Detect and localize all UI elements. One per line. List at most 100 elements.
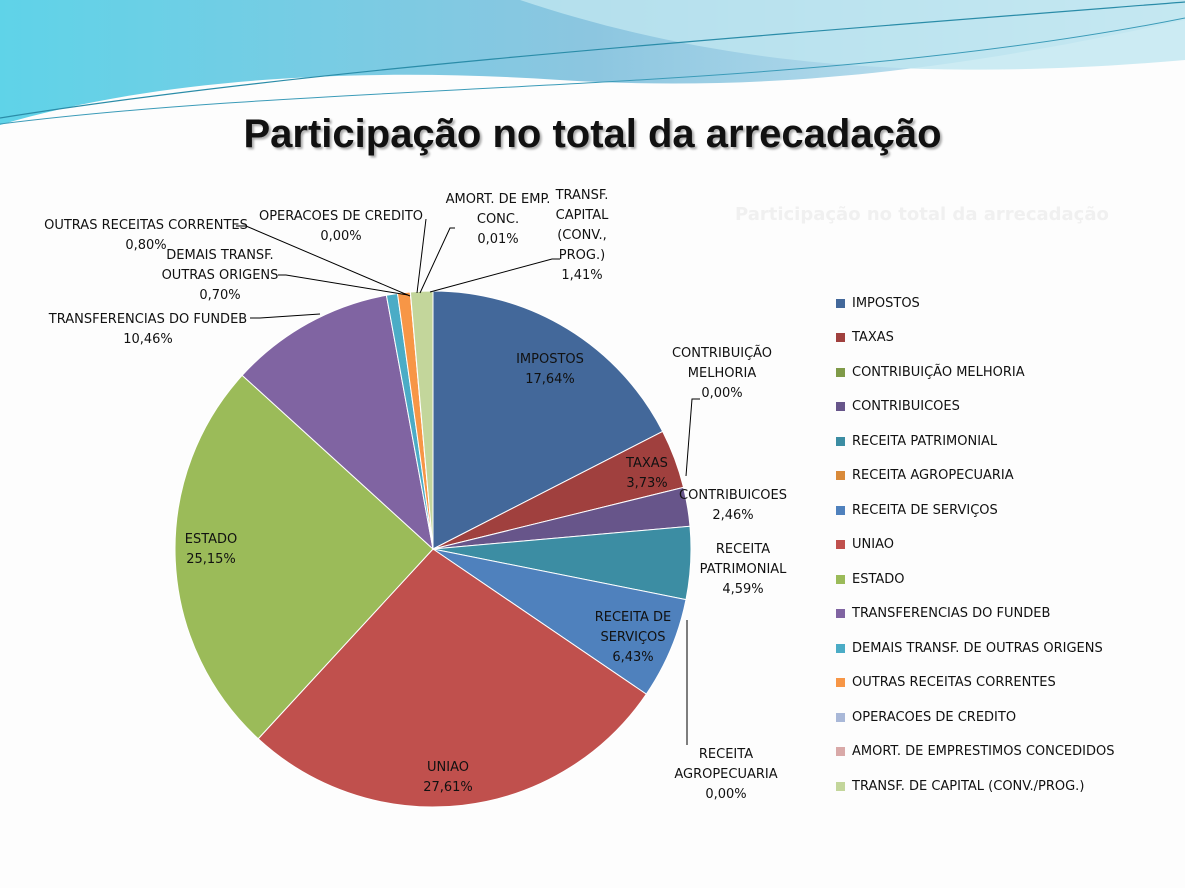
data-label-value: 0,00% [701, 386, 743, 401]
data-label-4: RECEITA PATRIMONIAL 4,59% [686, 540, 801, 600]
data-label-3: CONTRIBUICOES 2,46% [679, 486, 787, 526]
legend-swatch [836, 436, 845, 446]
legend-swatch [836, 367, 845, 377]
legend-item: CONTRIBUIÇÃO MELHORIA [836, 355, 1115, 390]
data-label-name: TAXAS [626, 456, 668, 471]
data-label-value: 0,80% [125, 238, 167, 253]
data-label-name: DEMAIS TRANSF. OUTRAS ORIGENS [161, 248, 279, 283]
legend-label: ESTADO [852, 571, 905, 587]
legend-swatch [836, 643, 845, 653]
data-label-name: OPERACOES DE CREDITO [258, 209, 424, 224]
data-label-name: TRANSF. CAPITAL (CONV., PROG.) [555, 188, 609, 263]
data-label-name: UNIAO [427, 760, 469, 775]
legend-swatch [836, 574, 845, 584]
data-label-value: 3,73% [626, 476, 668, 491]
data-label-value: 25,15% [186, 552, 236, 567]
legend-item: OPERACOES DE CREDITO [836, 700, 1115, 735]
data-label-name: OUTRAS RECEITAS CORRENTES [44, 218, 248, 233]
legend-label: RECEITA DE SERVIÇOS [852, 502, 998, 518]
data-label-name: CONTRIBUICOES [679, 488, 787, 503]
legend-label: CONTRIBUIÇÃO MELHORIA [852, 364, 1025, 380]
data-label-value: 0,00% [705, 787, 747, 802]
data-label-6: RECEITA DE SERVIÇOS 6,43% [576, 608, 691, 668]
data-label-value: 27,61% [423, 780, 473, 795]
legend-label: DEMAIS TRANSF. DE OUTRAS ORIGENS [852, 640, 1103, 656]
data-label-9: TRANSFERENCIAS DO FUNDEB 10,46% [49, 310, 247, 350]
legend-item: TAXAS [836, 321, 1115, 356]
legend-label: OPERACOES DE CREDITO [852, 709, 1017, 725]
legend-swatch [836, 781, 845, 791]
data-label-2: CONTRIBUIÇÃO MELHORIA 0,00% [665, 344, 780, 404]
data-label-value: 1,41% [561, 268, 603, 283]
legend-label: RECEITA PATRIMONIAL [852, 433, 998, 449]
data-label-5: RECEITA AGROPECUARIA 0,00% [669, 745, 784, 805]
legend-item: RECEITA DE SERVIÇOS [836, 493, 1115, 528]
data-label-12: OPERACOES DE CREDITO 0,00% [259, 207, 423, 247]
data-label-name: ESTADO [184, 532, 238, 547]
chart-legend: IMPOSTOS TAXAS CONTRIBUIÇÃO MELHORIA CONTRI… [836, 286, 1115, 804]
legend-swatch [836, 712, 845, 722]
legend-label: TRANSF. DE CAPITAL (CONV./PROG.) [852, 778, 1085, 794]
legend-item: RECEITA AGROPECUARIA [836, 459, 1115, 494]
data-label-value: 0,00% [320, 229, 362, 244]
legend-swatch [836, 505, 845, 515]
data-label-name: RECEITA AGROPECUARIA [674, 747, 778, 782]
slide-title: Participação no total da arrecadação [243, 112, 942, 156]
legend-swatch [836, 678, 845, 688]
legend-swatch [836, 540, 845, 550]
data-label-value: 0,70% [199, 288, 241, 303]
legend-swatch [836, 609, 845, 619]
pie-slice-7 [257, 548, 648, 808]
data-label-value: 6,43% [612, 650, 654, 665]
legend-label: OUTRAS RECEITAS CORRENTES [852, 675, 1056, 691]
data-label-name: TRANSFERENCIAS DO FUNDEB [48, 312, 248, 327]
data-label-13: AMORT. DE EMP. CONC. 0,01% [441, 190, 556, 250]
legend-label: TAXAS [852, 330, 894, 346]
data-label-name: RECEITA PATRIMONIAL [699, 542, 787, 577]
data-label-11: OUTRAS RECEITAS CORRENTES 0,80% [44, 216, 248, 256]
legend-label: IMPOSTOS [852, 295, 920, 311]
header-wave-decoration [0, 0, 1185, 125]
data-label-8: ESTADO 25,15% [185, 530, 238, 570]
data-label-name: CONTRIBUIÇÃO MELHORIA [671, 346, 773, 381]
data-label-value: 2,46% [712, 508, 754, 523]
legend-swatch [836, 333, 845, 343]
data-label-name: AMORT. DE EMP. CONC. [445, 192, 551, 227]
legend-label: RECEITA AGROPECUARIA [852, 468, 1014, 484]
data-label-value: 17,64% [525, 372, 575, 387]
legend-item: ESTADO [836, 562, 1115, 597]
legend-item: IMPOSTOS [836, 286, 1115, 321]
data-label-value: 4,59% [722, 582, 764, 597]
data-label-value: 0,01% [477, 232, 519, 247]
data-label-value: 10,46% [123, 332, 173, 347]
legend-item: CONTRIBUICOES [836, 390, 1115, 425]
data-label-10: DEMAIS TRANSF. OUTRAS ORIGENS 0,70% [158, 246, 283, 306]
legend-label: UNIAO [852, 537, 894, 553]
data-label-14: TRANSF. CAPITAL (CONV., PROG.) 1,41% [552, 186, 612, 286]
legend-swatch [836, 747, 845, 757]
legend-item: RECEITA PATRIMONIAL [836, 424, 1115, 459]
legend-item: OUTRAS RECEITAS CORRENTES [836, 666, 1115, 701]
pie-slice-0 [432, 290, 664, 550]
legend-label: TRANSFERENCIAS DO FUNDEB [852, 606, 1051, 622]
legend-item: AMORT. DE EMPRESTIMOS CONCEDIDOS [836, 735, 1115, 770]
data-label-7: UNIAO 27,61% [423, 758, 473, 798]
data-label-name: IMPOSTOS [516, 352, 584, 367]
legend-label: CONTRIBUICOES [852, 399, 960, 415]
legend-label: AMORT. DE EMPRESTIMOS CONCEDIDOS [852, 744, 1115, 760]
data-label-1: TAXAS 3,73% [626, 454, 668, 494]
legend-swatch [836, 471, 845, 481]
legend-item: TRANSFERENCIAS DO FUNDEB [836, 597, 1115, 632]
leader-lines [236, 218, 700, 745]
pie-slice-8 [174, 374, 434, 740]
data-label-name: RECEITA DE SERVIÇOS [594, 610, 672, 645]
legend-item: UNIAO [836, 528, 1115, 563]
data-label-0: IMPOSTOS 17,64% [516, 350, 584, 390]
ghost-title-text: Participação no total da arrecadação [735, 204, 1109, 225]
legend-item: TRANSF. DE CAPITAL (CONV./PROG.) [836, 769, 1115, 804]
legend-swatch [836, 402, 845, 412]
legend-swatch [836, 298, 845, 308]
pie-slice-9 [241, 294, 434, 551]
legend-item: DEMAIS TRANSF. DE OUTRAS ORIGENS [836, 631, 1115, 666]
